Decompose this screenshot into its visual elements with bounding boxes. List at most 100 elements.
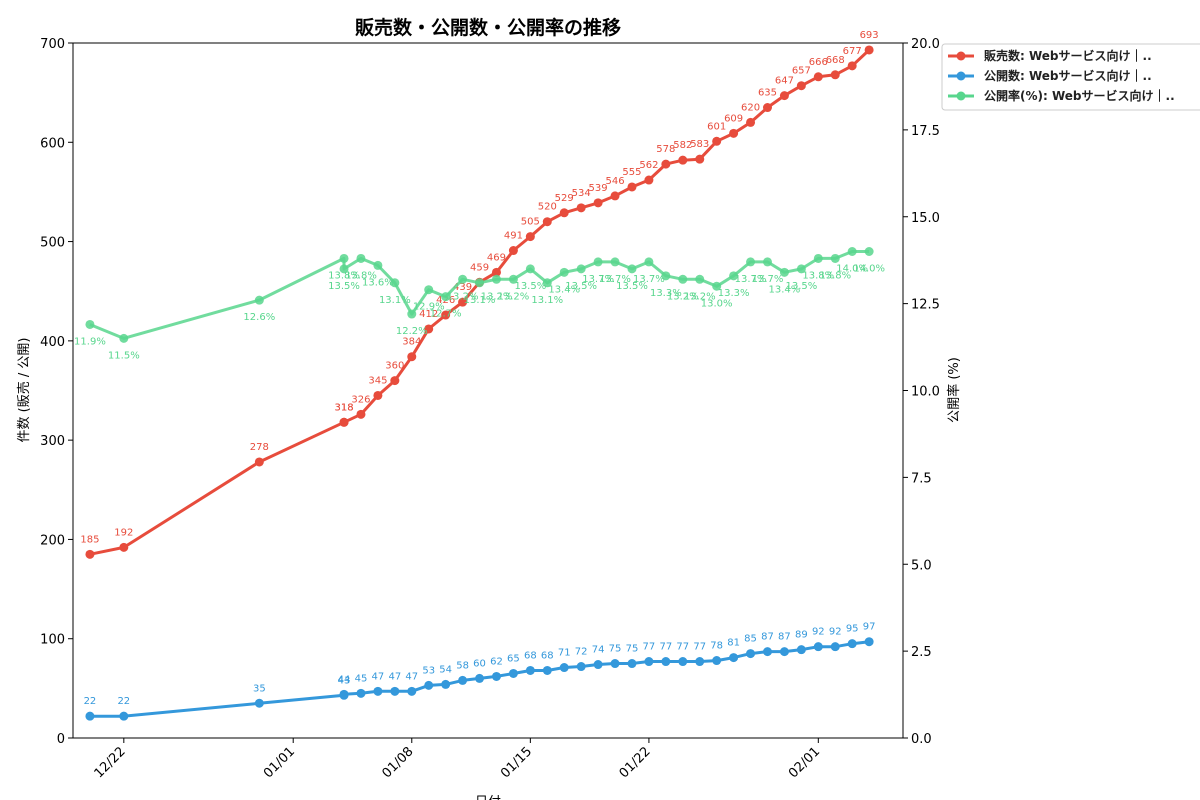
legend-swatch-marker: [956, 71, 966, 81]
data-label: 13.7%: [599, 274, 631, 285]
data-point: [339, 417, 349, 427]
data-label: 13.1%: [464, 295, 496, 306]
data-point: [610, 659, 620, 669]
data-point: [373, 260, 383, 270]
data-label: 635: [758, 88, 777, 99]
data-label: 58: [456, 660, 469, 671]
data-point: [729, 128, 739, 138]
data-label: 44: [338, 674, 351, 685]
data-point: [830, 642, 840, 652]
data-point: [864, 637, 874, 647]
data-point: [864, 247, 874, 256]
data-point: [542, 217, 552, 227]
data-label: 601: [707, 121, 726, 132]
data-point: [508, 668, 518, 678]
data-point: [610, 257, 620, 267]
data-label: 53: [422, 665, 435, 676]
data-label: 14.0%: [836, 264, 868, 275]
data-point: [559, 208, 569, 218]
data-label: 77: [659, 642, 672, 653]
right-y-tick-label: 20.0: [911, 37, 940, 52]
x-tick-label: 12/22: [92, 744, 129, 781]
data-point: [712, 136, 722, 146]
x-tick-label: 01/08: [380, 744, 417, 781]
data-point: [508, 246, 518, 256]
data-label: 95: [846, 624, 859, 635]
legend-entry-label: 公開率(%): Webサービス向け｜..: [984, 88, 1175, 103]
data-label: 60: [473, 658, 486, 669]
data-point: [729, 653, 739, 663]
data-label: 185: [80, 534, 99, 545]
data-label: 77: [676, 642, 689, 653]
data-label: 13.3%: [718, 288, 750, 299]
data-label: 68: [524, 650, 537, 661]
data-label: 97: [863, 622, 876, 633]
data-label: 555: [622, 167, 641, 178]
data-label: 72: [575, 647, 588, 658]
data-label: 13.7%: [633, 274, 665, 285]
data-point: [407, 309, 417, 319]
data-label: 35: [253, 683, 266, 694]
data-label: 13.5%: [328, 281, 360, 292]
data-label: 13.5%: [514, 281, 546, 292]
data-point: [85, 319, 95, 329]
data-label: 13.2%: [481, 291, 513, 302]
data-point: [593, 198, 603, 208]
data-label: 278: [250, 442, 269, 453]
data-label: 11.9%: [74, 336, 106, 347]
data-point: [254, 295, 264, 305]
data-label: 562: [639, 160, 658, 171]
data-point: [119, 333, 129, 343]
x-axis: 12/22 01/01 01/08 01/15 01/22 02/01: [92, 738, 823, 781]
data-point: [729, 271, 739, 281]
data-label: 77: [643, 642, 656, 653]
data-point: [559, 267, 569, 277]
data-point: [796, 645, 806, 655]
data-point: [813, 642, 823, 652]
data-point: [762, 103, 772, 113]
left-y-axis: 0 100 200 300 400 500 600 700: [40, 37, 73, 747]
data-point: [542, 665, 552, 675]
data-label: 469: [487, 252, 506, 263]
data-point: [593, 660, 603, 670]
data-label: 13.0%: [701, 298, 733, 309]
data-point: [695, 154, 705, 164]
data-label: 13.3%: [650, 288, 682, 299]
data-label: 13.2%: [667, 291, 699, 302]
data-point: [746, 257, 756, 267]
data-point: [830, 253, 840, 263]
data-label: 92: [812, 627, 825, 638]
data-label: 13.1%: [531, 295, 563, 306]
data-point: [627, 659, 637, 669]
data-label: 647: [775, 76, 794, 87]
data-label: 22: [84, 696, 97, 707]
left-y-tick-label: 400: [40, 335, 65, 350]
data-point: [712, 281, 722, 291]
data-point: [678, 657, 688, 667]
data-point: [390, 376, 400, 386]
x-tick-label: 01/15: [498, 744, 535, 781]
data-label: 326: [351, 394, 370, 405]
data-point: [847, 61, 857, 71]
data-label: 47: [372, 671, 385, 682]
left-y-tick-label: 700: [40, 37, 65, 52]
data-point: [424, 324, 434, 334]
data-label: 12.6%: [243, 312, 275, 323]
series-group: 11.9%11.5%12.6%13.8%13.5%13.8%13.6%13.1%…: [74, 247, 885, 361]
data-label: 539: [589, 183, 608, 194]
data-point: [424, 285, 434, 295]
data-label: 12.9%: [413, 302, 445, 313]
data-point: [475, 278, 485, 288]
data-label: 529: [555, 193, 574, 204]
left-y-axis-label: 件数 (販売 / 公開): [16, 338, 32, 443]
data-point: [746, 117, 756, 127]
data-label: 582: [673, 140, 692, 151]
data-point: [339, 689, 349, 699]
data-label: 62: [490, 656, 503, 667]
data-label: 13.7%: [582, 274, 614, 285]
data-label: 13.1%: [379, 295, 411, 306]
data-label: 693: [860, 30, 879, 41]
data-point: [779, 647, 789, 657]
right-y-tick-label: 12.5: [911, 298, 940, 313]
data-point: [458, 297, 468, 307]
